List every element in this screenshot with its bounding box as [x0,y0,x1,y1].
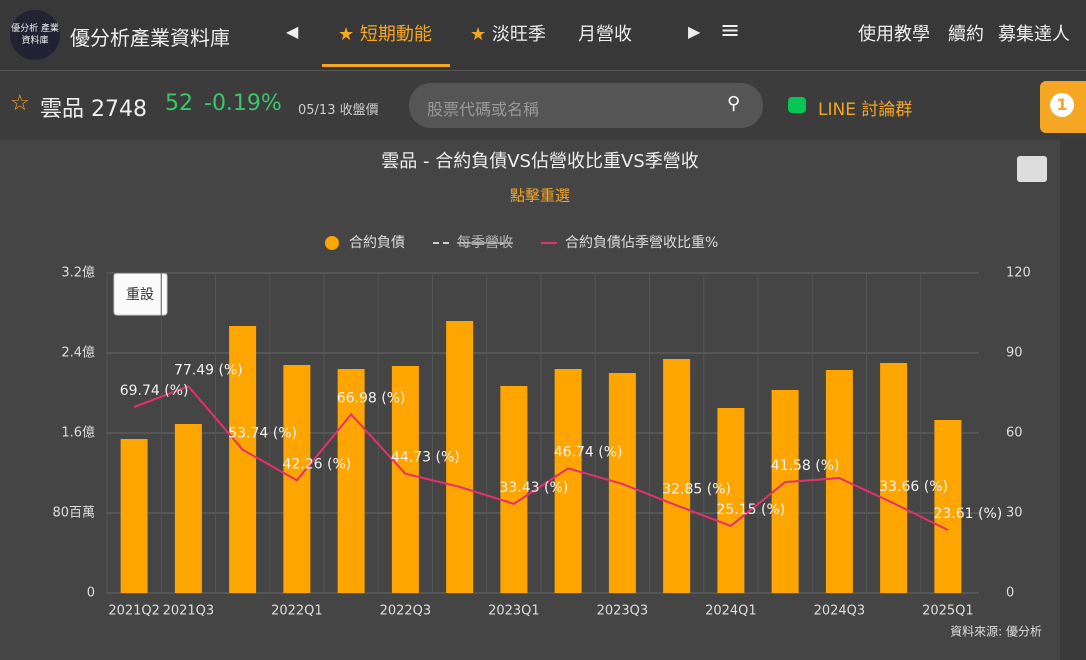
x-tick-label: 2023Q1 [488,604,540,619]
y2-tick-label: 120 [1006,266,1031,281]
bar [554,369,582,593]
x-tick-label: 2025Q1 [922,604,974,619]
bar [663,359,691,593]
data-label: 42.26 (%) [282,456,351,472]
data-label: 41.58 (%) [771,458,840,474]
y2-tick-label: 0 [1006,586,1014,601]
legend-label: 每季營收 [457,235,513,251]
stock-change: -0.19% [204,91,282,116]
data-label: 23.61 (%) [933,506,1002,522]
x-tick-label: 2022Q1 [271,604,323,619]
y-tick-label: 0 [87,586,95,601]
nav-prev[interactable]: ◀ [286,22,299,41]
bar [771,390,799,593]
stock-bar: ☆ 雲品 2748 52 -0.19% 05/13 收盤價 股票代碼或名稱 ⚲ … [0,71,1086,139]
data-label: 33.66 (%) [879,479,948,495]
line-link[interactable]: LINE 討論群 [818,100,913,120]
favorite-star[interactable]: ☆ [10,91,30,116]
link[interactable]: 續約 [948,24,984,45]
bar [446,321,474,593]
y-tick-label: 80百萬 [52,506,95,521]
bar [880,363,908,593]
site-name[interactable]: 優分析產業資料庫 [70,26,230,50]
chart: 雲品 - 合約負債VS佔營收比重VS季營收 點擊重選 資料來源: 優分析 重設 … [0,140,1060,660]
y2-tick-label: 90 [1006,346,1023,361]
data-label: 46.74 (%) [554,444,623,460]
data-label: 25.15 (%) [716,502,785,518]
menu-button[interactable] [1017,156,1047,182]
data-label: 53.74 (%) [228,426,297,442]
logo[interactable]: 優分析 產業資料庫 [10,10,60,60]
bar [934,420,962,593]
nav-item[interactable]: ★ 短期動能 [338,24,432,45]
y-tick-label: 3.2億 [61,265,95,281]
x-tick-label: 2024Q1 [705,604,757,619]
nav-item[interactable]: 月營收 [578,24,632,45]
bar [717,408,745,593]
top-nav: 優分析 產業資料庫 優分析產業資料庫 ◀ ★ 短期動能 ★ 淡旺季 月營收 ▶ … [0,0,1086,71]
badge: 1 [1050,93,1074,117]
bar [120,439,148,593]
legend-label: 合約負債 [349,235,405,251]
search-box[interactable]: 股票代碼或名稱 ⚲ [409,83,763,128]
chart-subtitle[interactable]: 點擊重選 [510,187,570,205]
nav-label: 淡旺季 [491,24,546,45]
notification[interactable]: 1 [1040,81,1086,133]
reset-label: 重設 [126,287,154,303]
link[interactable]: 使用教學 [858,24,930,45]
nav-underline [322,64,450,67]
bar [174,424,202,593]
nav-next[interactable]: ▶ [688,22,701,41]
data-label: 33.43 (%) [499,480,568,496]
x-tick-label: 2024Q3 [814,604,866,619]
x-tick-label: 2021Q3 [163,604,215,619]
stock-price: 52 [165,91,193,116]
y2-tick-label: 30 [1006,506,1023,521]
data-label: 32.85 (%) [662,481,731,497]
chart-title: 雲品 - 合約負債VS佔營收比重VS季營收 [381,151,698,172]
x-tick-label: 2023Q3 [597,604,649,619]
x-tick-label: 2022Q3 [380,604,432,619]
line-icon [788,97,806,113]
nav-item[interactable]: ★ 淡旺季 [470,24,546,45]
x-tick-label: 2021Q2 [108,604,160,619]
nav-label: 短期動能 [359,24,432,45]
data-label: 69.74 (%) [120,383,189,399]
legend-label: 合約負債佔季營收比重% [565,235,718,251]
data-label: 44.73 (%) [391,450,460,466]
data-label: 77.49 (%) [174,362,243,378]
legend-swatch [325,236,339,250]
link[interactable]: 募集達人 [998,24,1070,45]
bar [229,326,257,593]
line [133,385,949,531]
bar [337,369,365,593]
search-placeholder: 股票代碼或名稱 [427,100,540,119]
source: 資料來源: 優分析 [950,625,1042,639]
data-label: 66.98 (%) [337,390,406,406]
stock-date: 05/13 收盤價 [298,103,379,118]
bar [391,366,419,593]
bar [500,386,528,593]
y2-tick-label: 60 [1006,426,1023,441]
menu-icon[interactable]: ≡ [720,16,741,44]
y-tick-label: 1.6億 [61,425,95,441]
search-icon[interactable]: ⚲ [727,93,741,114]
stock-name: 雲品 2748 [40,97,147,122]
y-tick-label: 2.4億 [61,345,95,361]
